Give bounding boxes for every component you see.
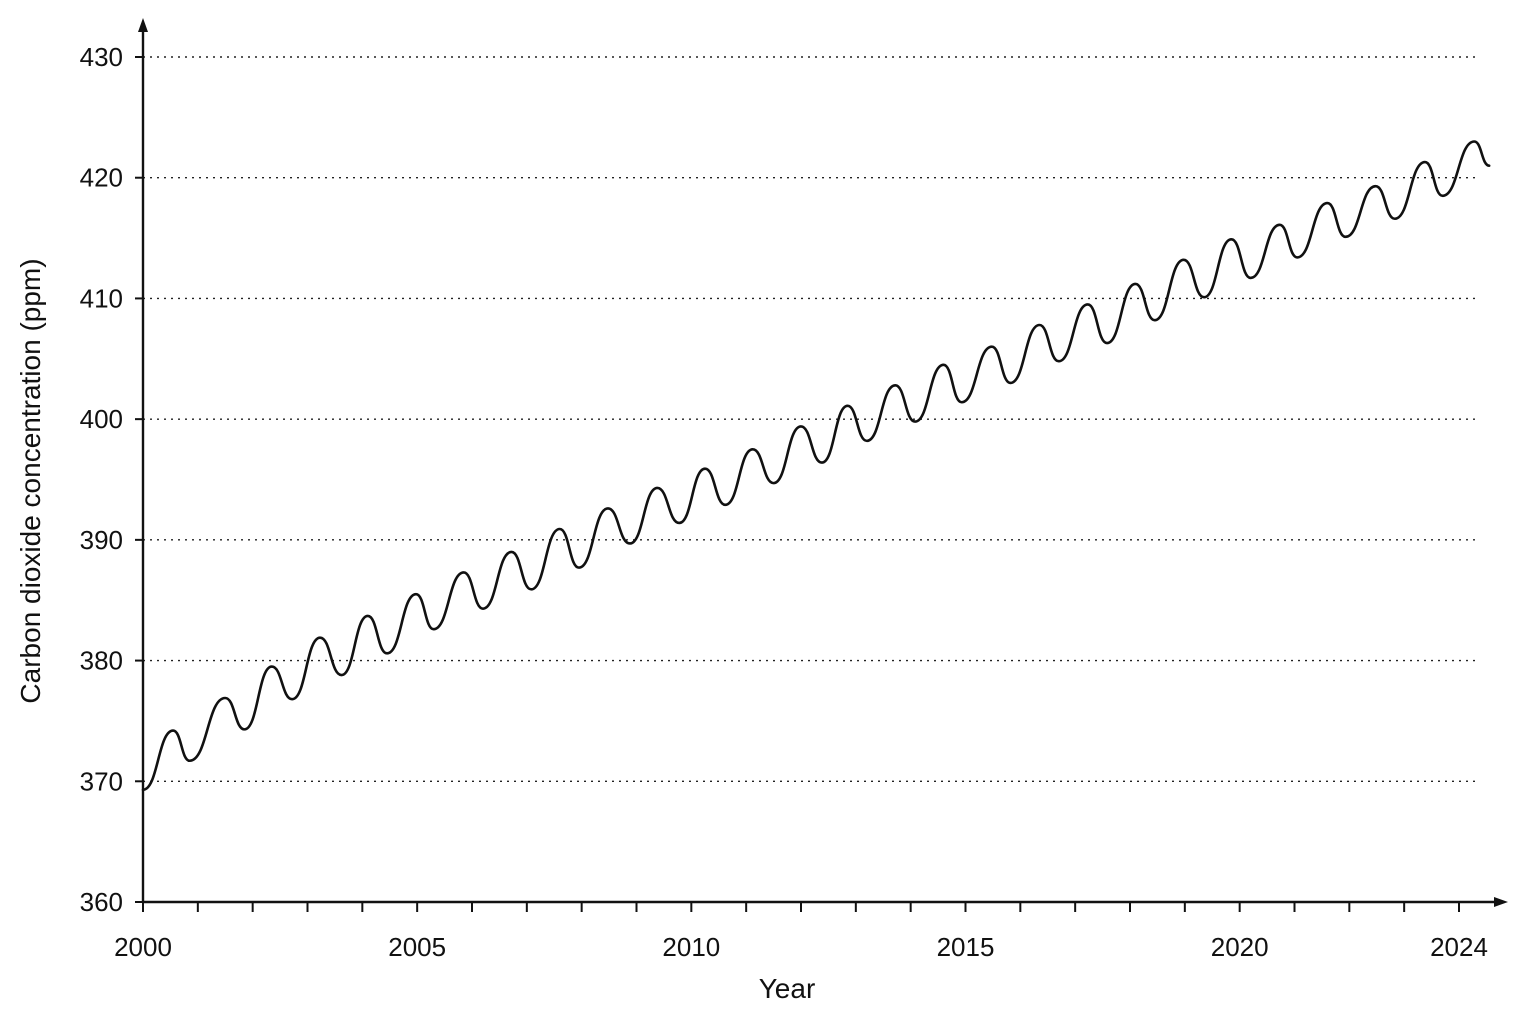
x-tick-label-2024: 2024	[1430, 932, 1488, 962]
x-tick-label-2005: 2005	[388, 932, 446, 962]
axis-layer	[138, 18, 1508, 907]
y-tick-label-390: 390	[80, 525, 123, 555]
x-tick-label-2015: 2015	[937, 932, 995, 962]
x-axis-title: Year	[759, 973, 816, 1004]
y-tick-label-400: 400	[80, 404, 123, 434]
grid-layer	[143, 56, 1478, 782]
x-axis-arrow	[1494, 897, 1508, 907]
y-tick-label-370: 370	[80, 766, 123, 796]
y-tick-label-420: 420	[80, 163, 123, 193]
y-axis-title: Carbon dioxide concentration (ppm)	[15, 258, 46, 703]
y-axis-arrow	[138, 18, 148, 32]
x-tick-label-2000: 2000	[114, 932, 172, 962]
x-tick-label-2020: 2020	[1211, 932, 1269, 962]
y-tick-label-360: 360	[80, 887, 123, 917]
x-tick-label-2010: 2010	[662, 932, 720, 962]
y-tick-label-380: 380	[80, 646, 123, 676]
y-tick-label-410: 410	[80, 283, 123, 313]
y-tick-label-430: 430	[80, 42, 123, 72]
tick-layer: 360 370 380 390 400 410 420 430 2000 2005 2010 2015…	[80, 42, 1488, 962]
series-layer	[141, 140, 1491, 792]
series-line-0	[141, 140, 1491, 792]
